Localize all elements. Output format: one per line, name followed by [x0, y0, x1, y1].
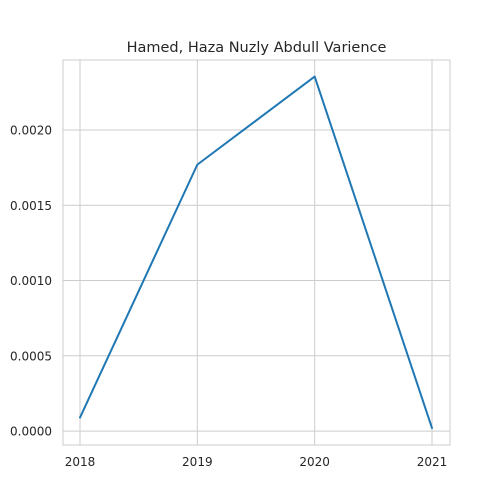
y-tick-label: 0.0005 [10, 349, 52, 363]
plot-frame [62, 59, 451, 446]
y-tick-label: 0.0000 [10, 425, 52, 439]
x-tick-label: 2019 [182, 455, 213, 469]
x-tick-label: 2020 [299, 455, 330, 469]
y-tick-label: 0.0020 [10, 124, 52, 138]
y-tick-label: 0.0015 [10, 199, 52, 213]
y-tick-labels: 0.0000 0.0005 0.0010 0.0015 0.0020 [10, 124, 52, 439]
series-line [79, 75, 433, 430]
x-tick-label: 2021 [417, 455, 448, 469]
x-tick-label: 2018 [65, 455, 96, 469]
y-tick-label: 0.0010 [10, 274, 52, 288]
x-tick-labels: 2018 2019 2020 2021 [65, 455, 448, 469]
series-layer [79, 75, 433, 430]
grid [63, 60, 450, 445]
chart-title: Hamed, Haza Nuzly Abdull Varience [127, 40, 387, 56]
